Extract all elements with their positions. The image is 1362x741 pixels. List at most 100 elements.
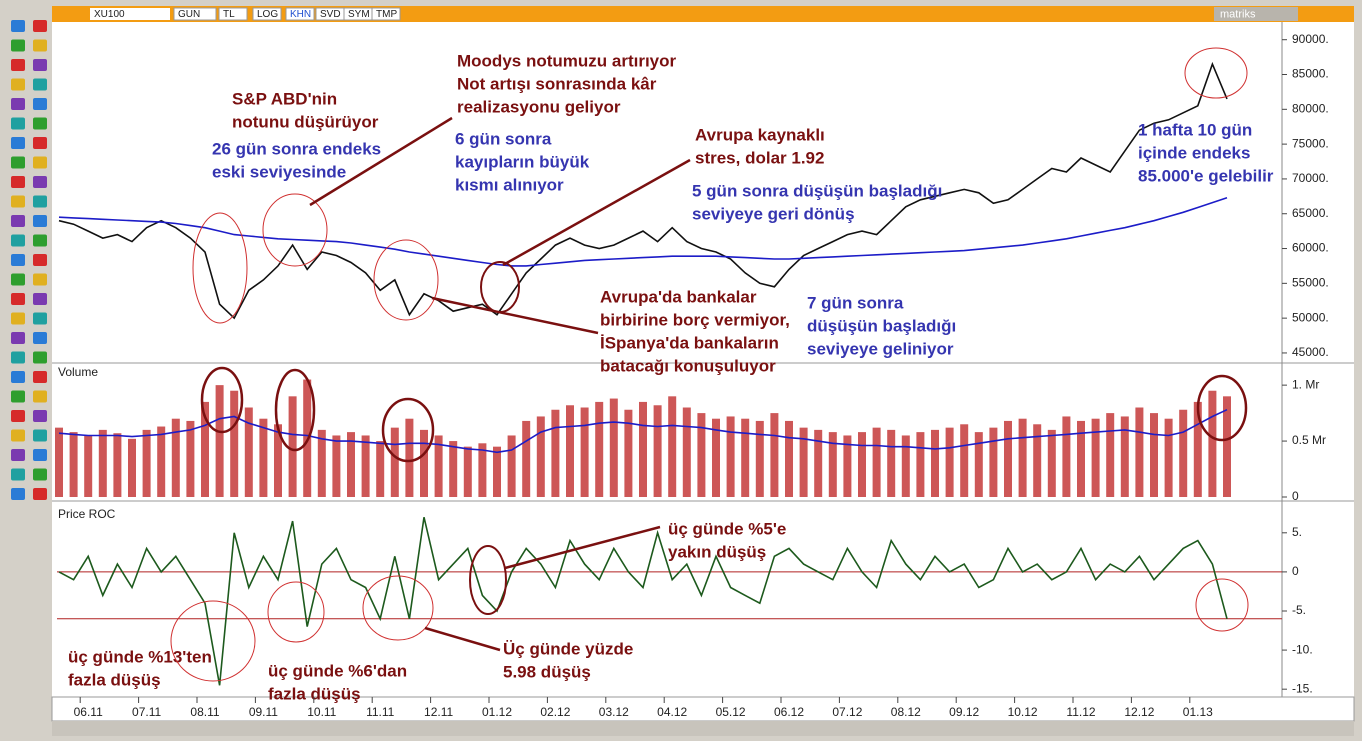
tool-button[interactable] (33, 351, 47, 364)
tool-button[interactable] (11, 39, 25, 52)
tool-button[interactable] (33, 137, 47, 149)
tool-button[interactable] (11, 176, 25, 188)
volume-bar (215, 385, 224, 497)
volume-bar (1120, 416, 1129, 497)
tool-button[interactable] (11, 195, 25, 208)
highlight (1184, 47, 1248, 99)
toolbar-button[interactable] (252, 7, 282, 21)
tool-button[interactable] (11, 488, 25, 500)
tool-button[interactable] (11, 293, 25, 305)
tool-button[interactable] (11, 215, 25, 227)
tool-button[interactable] (33, 78, 47, 91)
annotation: 1 hafta 10 gün (1138, 120, 1252, 139)
y-tick-label: 80000. (1292, 101, 1329, 115)
tool-button[interactable] (33, 312, 47, 325)
highlight (267, 581, 325, 643)
annotation: düşüşün başladığı (807, 316, 956, 335)
volume-bar (697, 413, 706, 497)
volume-bar (1047, 429, 1056, 497)
tool-button[interactable] (11, 429, 25, 442)
x-tick-label: 04.12 (657, 705, 687, 719)
tool-button[interactable] (11, 410, 25, 422)
tool-button[interactable] (33, 293, 47, 305)
tool-button[interactable] (11, 332, 25, 344)
toolbar-button[interactable] (173, 7, 217, 21)
volume-bar (1091, 418, 1100, 497)
annotation: seviyeye geri dönüş (692, 204, 855, 223)
volume-bar (434, 435, 443, 497)
connector (502, 158, 691, 267)
toolbar-button[interactable] (218, 7, 248, 21)
tool-button[interactable] (11, 59, 25, 71)
tool-button[interactable] (33, 98, 47, 110)
volume-bar (259, 418, 268, 497)
axis-bg (1282, 22, 1354, 697)
tool-button[interactable] (11, 351, 25, 364)
tool-button[interactable] (11, 449, 25, 461)
connector (424, 626, 501, 652)
tool-button[interactable] (33, 215, 47, 227)
tool-button[interactable] (33, 429, 47, 442)
tool-button[interactable] (33, 488, 47, 500)
highlight (192, 212, 248, 324)
tool-button[interactable] (33, 390, 47, 403)
volume-bar (1179, 409, 1188, 497)
volume-bar (405, 418, 414, 497)
toolbar-button-label[interactable]: GUN (178, 9, 200, 20)
tool-button[interactable] (33, 332, 47, 344)
toolbar-button-label[interactable]: TMP (376, 9, 397, 20)
tool-button[interactable] (33, 176, 47, 188)
volume-bar (1018, 418, 1027, 497)
tool-button[interactable] (33, 371, 47, 383)
y-tick-label: 70000. (1292, 171, 1329, 185)
tool-button[interactable] (11, 137, 25, 149)
tool-button[interactable] (11, 78, 25, 91)
volume-bar (493, 446, 501, 497)
tool-button[interactable] (33, 59, 47, 71)
x-tick-label: 12.11 (424, 705, 453, 719)
panel-0: 45000. 50000. 55000. 60000. 65000. 70000. 7500… (58, 32, 1329, 359)
highlight (373, 239, 439, 321)
scrollbar[interactable] (52, 721, 1354, 736)
tool-button[interactable] (11, 254, 25, 266)
tool-button[interactable] (33, 195, 47, 208)
tool-button[interactable] (33, 449, 47, 461)
y-tick-label: 75000. (1292, 136, 1329, 150)
tool-button[interactable] (11, 20, 25, 32)
tool-button[interactable] (33, 234, 47, 247)
tool-button[interactable] (11, 156, 25, 169)
tool-button[interactable] (33, 254, 47, 266)
tool-button[interactable] (11, 371, 25, 383)
tool-button[interactable] (33, 410, 47, 422)
volume-bar (770, 413, 779, 497)
tool-button[interactable] (11, 468, 25, 481)
x-tick-label: 06.12 (774, 705, 804, 719)
volume-bar (843, 435, 852, 497)
tool-button[interactable] (33, 273, 47, 286)
y-tick-label: 85000. (1292, 67, 1329, 81)
volume-bar (113, 433, 122, 497)
tool-button[interactable] (33, 20, 47, 32)
brand-box (1214, 7, 1298, 21)
tool-button[interactable] (33, 39, 47, 52)
toolbar-button[interactable] (371, 7, 401, 21)
toolbar-button-label[interactable]: KHN (290, 9, 311, 20)
y-tick-label: -5. (1292, 603, 1306, 617)
tool-button[interactable] (11, 390, 25, 403)
tool-button[interactable] (11, 312, 25, 325)
panel-1: Volume 0 0.5 Mr 1. Mr (55, 365, 1326, 503)
toolbar-button-label[interactable]: LOG (257, 9, 278, 20)
symbol: XU100 (94, 9, 125, 20)
toolbar-button-label[interactable]: TL (223, 9, 235, 20)
toolbar-button[interactable] (285, 7, 315, 21)
tool-button[interactable] (33, 156, 47, 169)
tool-button[interactable] (11, 234, 25, 247)
tool-button[interactable] (11, 273, 25, 286)
tool-button[interactable] (11, 117, 25, 130)
tool-button[interactable] (33, 117, 47, 130)
toolbar-button-label[interactable]: SVD (320, 9, 341, 20)
tool-button[interactable] (11, 98, 25, 110)
tool-button[interactable] (33, 468, 47, 481)
toolbar-button-label[interactable]: SYM (348, 9, 370, 20)
y-tick-label: 0 (1292, 564, 1299, 578)
